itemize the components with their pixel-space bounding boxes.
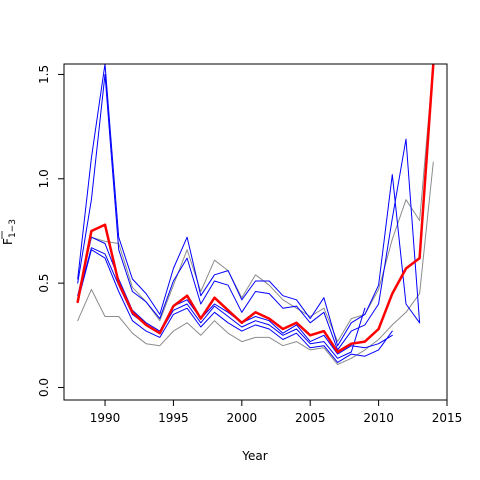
x-axis-title: Year [241,449,267,463]
x-tick-label-2015: 2015 [432,411,463,425]
series-line-4 [77,73,421,351]
plot-background [64,64,447,400]
y-tick-label-1: 1.0 [37,169,51,188]
series-layer [76,64,435,365]
x-tick-label-2005: 2005 [295,411,326,425]
y-axis-title-subscript: 1−3 [8,219,18,238]
x-tick-label-1995: 1995 [158,411,189,425]
y-tick-label-1.5: 1.5 [37,65,51,84]
y-axis-title-main: F [1,238,15,245]
x-tick-label-2000: 2000 [227,411,258,425]
y-tick-label-0: 0.0 [37,378,51,397]
y-axis-title-group: F1−3 [1,219,18,245]
x-tick-label-1990: 1990 [90,411,121,425]
x-axis: 1990 1995 2000 2005 2010 2015 [90,400,463,425]
series-line-8 [76,64,435,354]
y-tick-label-0.5: 0.5 [37,274,51,293]
x-tick-label-2010: 2010 [363,411,394,425]
y-axis-title: F1−3 [1,219,18,245]
y-axis: 0.0 0.5 1.0 1.5 [37,65,64,397]
series-line-7 [77,249,393,363]
plot-frame [63,63,448,401]
series-line-2 [77,161,434,365]
